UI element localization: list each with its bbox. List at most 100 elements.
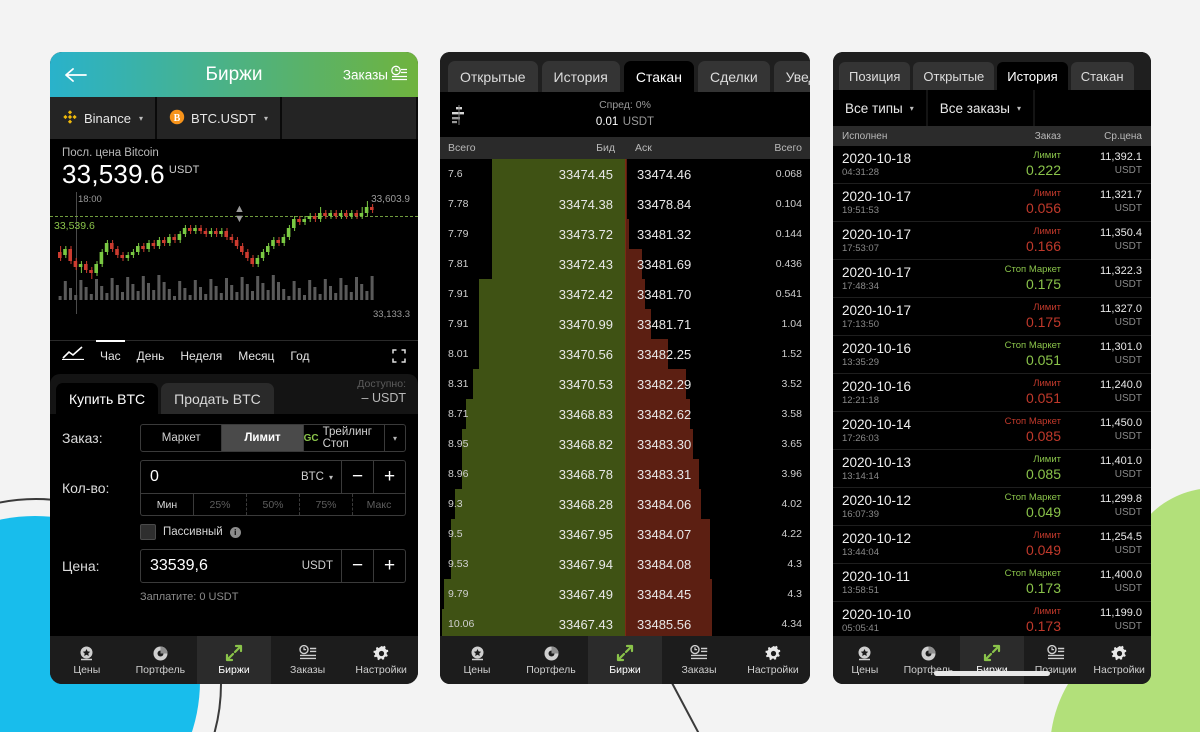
orderbook-bid-price: 33467.94 [558,556,613,572]
percent-max[interactable]: Макс [366,498,392,511]
filter-all-orders[interactable]: Все заказы ▾ [927,90,1035,126]
history-row[interactable]: 2020-10-17 17:48:34 Стоп Маркет 0.175 11,322… [833,260,1151,298]
nav-settings[interactable]: Настройки [1087,636,1151,684]
history-row[interactable]: 2020-10-17 17:53:07 Лимит 0.166 11,350.4 USDT [833,222,1151,260]
orderbook-row[interactable]: 8.96 33468.78 33483.31 3.96 [440,459,810,489]
tab-position[interactable]: Позиция [839,62,911,90]
nav-prices[interactable]: Цены [50,636,124,684]
orderbook-row[interactable]: 7.91 33470.99 33481.71 1.04 [440,309,810,339]
line-chart-icon[interactable] [62,346,84,365]
orderbook-row[interactable]: 7.91 33472.42 33481.70 0.541 [440,279,810,309]
tab-history[interactable]: История [997,62,1068,90]
filter-all-types[interactable]: Все типы ▾ [833,90,928,126]
range-year[interactable]: Год [290,348,310,363]
nav-prices-label: Цены [851,664,879,676]
orderbook-row[interactable]: 9.5 33467.95 33484.07 4.22 [440,519,810,549]
range-day[interactable]: День [136,348,165,363]
orderbook-row[interactable]: 8.95 33468.82 33483.30 3.65 [440,429,810,459]
chart-handle-icon[interactable]: ▲ ▼ [234,203,245,225]
passive-checkbox[interactable] [140,524,156,540]
percent-75[interactable]: 75% [300,494,353,515]
tab-orderbook[interactable]: Стакан [623,61,694,92]
history-row[interactable]: 2020-10-17 17:13:50 Лимит 0.175 11,327.0 USDT [833,298,1151,336]
percent-25[interactable]: 25% [194,494,247,515]
tab-open[interactable]: Открытые [913,62,995,90]
order-type-trailing[interactable]: GC Трейлинг Стоп [304,425,385,451]
info-icon[interactable]: i [229,526,241,538]
tab-notifications[interactable]: Увед [773,61,810,92]
tab-buy[interactable]: Купить BTC [56,383,159,414]
orderbook-row[interactable]: 8.31 33470.53 33482.29 3.52 [440,369,810,399]
pair-selector[interactable]: B BTC.USDT ▾ [157,97,283,139]
nav-prices[interactable]: Цены [833,636,897,684]
range-month[interactable]: Месяц [238,348,275,363]
orderbook-row[interactable]: 7.79 33473.72 33481.32 0.144 [440,219,810,249]
depth-chart-icon[interactable] [450,104,472,125]
price-input[interactable]: 33539,6 [150,557,208,574]
price-minus-button[interactable]: − [341,550,373,582]
range-hour[interactable]: Час [96,339,125,363]
orderbook-row[interactable]: 7.6 33474.45 33474.46 0.068 [440,159,810,189]
history-row[interactable]: 2020-10-14 17:26:03 Стоп Маркет 0.085 11,450… [833,412,1151,450]
history-row[interactable]: 2020-10-10 05:05:41 Лимит 0.173 11,199.0 USDT [833,602,1151,640]
orderbook-row[interactable]: 8.71 33468.83 33482.62 3.58 [440,399,810,429]
passive-checkbox-row[interactable]: Пассивный i [140,524,406,540]
orderbook-bid-total: 8.31 [448,378,469,390]
history-table-body[interactable]: 2020-10-18 04:31:28 Лимит 0.222 11,392.1 USDT… [833,146,1151,678]
price-chart[interactable]: 18:00 33,603.9 33,539.6 ▲ ▼ 33,133.3 [50,192,418,340]
nav-exchange[interactable]: Биржи [960,636,1024,684]
nav-exchange[interactable]: Биржи [588,636,662,684]
tab-history[interactable]: История [541,61,620,92]
history-row[interactable]: 2020-10-11 13:58:51 Стоп Маркет 0.173 11,400… [833,564,1151,602]
nav-portfolio[interactable]: Портфель [124,636,198,684]
orderbook-body[interactable]: 7.6 33474.45 33474.46 0.068 7.78 33474.38 3347… [440,159,810,669]
nav-orders[interactable]: Заказы [271,636,345,684]
history-time: 17:13:50 [842,318,879,330]
tab-sell[interactable]: Продать BTC [161,383,274,414]
nav-prices[interactable]: Цены [440,636,514,684]
back-arrow-icon[interactable] [62,65,88,85]
nav-settings[interactable]: Настройки [736,636,810,684]
order-type-market[interactable]: Маркет [141,425,223,451]
history-row[interactable]: 2020-10-16 13:35:29 Стоп Маркет 0.051 11,301… [833,336,1151,374]
nav-portfolio[interactable]: Портфель [514,636,588,684]
chart-price-line [50,216,418,217]
nav-orders[interactable]: Заказы [662,636,736,684]
percent-50[interactable]: 50% [247,494,300,515]
order-type-dropdown-icon[interactable]: ▾ [392,433,397,443]
nav-portfolio[interactable]: Портфель [897,636,961,684]
tab-orderbook[interactable]: Стакан [1070,62,1134,90]
orderbook-row[interactable]: 9.79 33467.49 33484.45 4.3 [440,579,810,609]
orderbook-row[interactable]: 8.01 33470.56 33482.25 1.52 [440,339,810,369]
percent-min[interactable]: Мин [141,494,194,515]
svg-text:B: B [174,112,181,123]
orderbook-bid-price: 33470.53 [558,376,613,392]
tab-trades[interactable]: Сделки [697,61,770,92]
history-row[interactable]: 2020-10-16 12:21:18 Лимит 0.051 11,240.0 USDT [833,374,1151,412]
orderbook-row[interactable]: 9.3 33468.28 33484.06 4.02 [440,489,810,519]
orders-link[interactable]: Заказы [343,65,408,84]
quantity-minus-button[interactable]: − [341,461,373,493]
range-week[interactable]: Неделя [180,348,223,363]
price-plus-button[interactable]: + [373,550,405,582]
orderbook-row[interactable]: 10.06 33467.43 33485.56 4.34 [440,609,810,639]
orderbook-bid-price: 33468.78 [558,466,613,482]
exchange-selector[interactable]: Binance ▾ [50,97,157,139]
tab-open[interactable]: Открытые [448,61,538,92]
history-row[interactable]: 2020-10-18 04:31:28 Лимит 0.222 11,392.1 USDT [833,146,1151,184]
history-row[interactable]: 2020-10-17 19:51:53 Лимит 0.056 11,321.7 USDT [833,184,1151,222]
fullscreen-icon[interactable] [392,348,406,363]
nav-exchange[interactable]: Биржи [197,636,271,684]
orderbook-row[interactable]: 9.53 33467.94 33484.08 4.3 [440,549,810,579]
history-row[interactable]: 2020-10-12 13:44:04 Лимит 0.049 11,254.5 USDT [833,526,1151,564]
orderbook-row[interactable]: 7.81 33472.43 33481.69 0.436 [440,249,810,279]
quantity-unit-selector[interactable]: BTC ▾ [301,461,341,493]
history-row[interactable]: 2020-10-12 16:07:39 Стоп Маркет 0.049 11,299… [833,488,1151,526]
nav-positions[interactable]: Позиции [1024,636,1088,684]
order-type-limit[interactable]: Лимит [222,425,304,451]
quantity-plus-button[interactable]: + [373,461,405,493]
quantity-input[interactable]: 0 [150,468,159,485]
nav-settings[interactable]: Настройки [344,636,418,684]
history-row[interactable]: 2020-10-13 13:14:14 Лимит 0.085 11,401.0 USDT [833,450,1151,488]
orderbook-row[interactable]: 7.78 33474.38 33478.84 0.104 [440,189,810,219]
